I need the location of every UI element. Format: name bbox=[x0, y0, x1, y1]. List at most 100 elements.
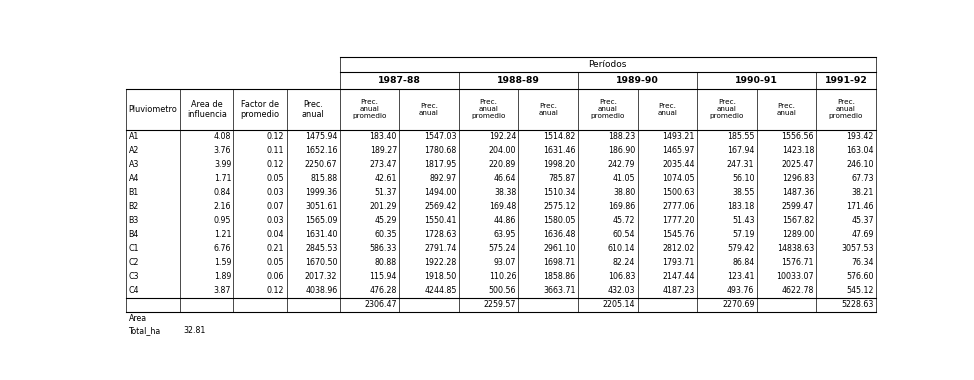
Text: 0.03: 0.03 bbox=[267, 216, 284, 225]
Text: 201.29: 201.29 bbox=[369, 203, 397, 211]
Text: 38.38: 38.38 bbox=[494, 188, 516, 197]
Text: C3: C3 bbox=[129, 272, 139, 281]
Text: 1510.34: 1510.34 bbox=[543, 188, 576, 197]
Text: 575.24: 575.24 bbox=[489, 244, 516, 253]
Text: 1514.82: 1514.82 bbox=[543, 132, 576, 141]
Text: 1999.36: 1999.36 bbox=[305, 188, 337, 197]
Text: Prec.
anual
promedio: Prec. anual promedio bbox=[590, 100, 625, 119]
Text: Area: Area bbox=[129, 314, 147, 323]
Text: 1652.16: 1652.16 bbox=[305, 146, 337, 155]
Text: 110.26: 110.26 bbox=[489, 272, 516, 281]
Text: Períodos: Períodos bbox=[588, 60, 627, 69]
Text: 0.12: 0.12 bbox=[267, 160, 284, 169]
Text: B2: B2 bbox=[129, 203, 138, 211]
Text: Total_ha: Total_ha bbox=[129, 326, 161, 335]
Text: 167.94: 167.94 bbox=[727, 146, 755, 155]
Text: Prec.
anual
promedio: Prec. anual promedio bbox=[353, 100, 387, 119]
Text: 0.03: 0.03 bbox=[267, 188, 284, 197]
Text: 3057.53: 3057.53 bbox=[842, 244, 874, 253]
Text: 1987-88: 1987-88 bbox=[378, 76, 421, 85]
Text: 493.76: 493.76 bbox=[727, 286, 755, 295]
Text: 10033.07: 10033.07 bbox=[776, 272, 814, 281]
Text: C2: C2 bbox=[129, 258, 139, 267]
Text: 1793.71: 1793.71 bbox=[662, 258, 694, 267]
Text: 45.29: 45.29 bbox=[375, 216, 397, 225]
Text: 188.23: 188.23 bbox=[608, 132, 635, 141]
Text: 76.34: 76.34 bbox=[851, 258, 874, 267]
Text: 785.87: 785.87 bbox=[548, 174, 576, 184]
Text: 1547.03: 1547.03 bbox=[424, 132, 457, 141]
Text: 1998.20: 1998.20 bbox=[543, 160, 576, 169]
Text: 247.31: 247.31 bbox=[727, 160, 755, 169]
Text: 0.95: 0.95 bbox=[213, 216, 231, 225]
Text: 1565.09: 1565.09 bbox=[305, 216, 337, 225]
Text: 610.14: 610.14 bbox=[608, 244, 635, 253]
Text: 2961.10: 2961.10 bbox=[543, 244, 576, 253]
Text: 171.46: 171.46 bbox=[846, 203, 874, 211]
Text: 60.35: 60.35 bbox=[374, 230, 397, 239]
Text: 5228.63: 5228.63 bbox=[842, 300, 874, 309]
Text: 57.19: 57.19 bbox=[732, 230, 755, 239]
Text: 1475.94: 1475.94 bbox=[305, 132, 337, 141]
Text: 56.10: 56.10 bbox=[731, 174, 755, 184]
Text: 1493.21: 1493.21 bbox=[662, 132, 694, 141]
Text: 3.76: 3.76 bbox=[213, 146, 231, 155]
Text: 1918.50: 1918.50 bbox=[425, 272, 457, 281]
Text: 38.55: 38.55 bbox=[732, 188, 755, 197]
Text: 815.88: 815.88 bbox=[311, 174, 337, 184]
Text: Prec.
anual: Prec. anual bbox=[539, 103, 558, 116]
Text: 1423.18: 1423.18 bbox=[781, 146, 814, 155]
Text: 42.61: 42.61 bbox=[374, 174, 397, 184]
Text: Prec.
anual
promedio: Prec. anual promedio bbox=[829, 100, 863, 119]
Text: 1487.36: 1487.36 bbox=[781, 188, 814, 197]
Text: 183.40: 183.40 bbox=[369, 132, 397, 141]
Text: 2.16: 2.16 bbox=[213, 203, 231, 211]
Text: 46.64: 46.64 bbox=[494, 174, 516, 184]
Text: 4187.23: 4187.23 bbox=[662, 286, 694, 295]
Text: 189.27: 189.27 bbox=[370, 146, 397, 155]
Text: 576.60: 576.60 bbox=[846, 272, 874, 281]
Text: B4: B4 bbox=[129, 230, 138, 239]
Text: 38.21: 38.21 bbox=[851, 188, 874, 197]
Text: 1580.05: 1580.05 bbox=[543, 216, 576, 225]
Text: 86.84: 86.84 bbox=[732, 258, 755, 267]
Text: 2250.67: 2250.67 bbox=[305, 160, 337, 169]
Text: 2777.06: 2777.06 bbox=[662, 203, 694, 211]
Text: 51.43: 51.43 bbox=[731, 216, 755, 225]
Text: 1550.41: 1550.41 bbox=[424, 216, 457, 225]
Text: Prec.
anual: Prec. anual bbox=[302, 100, 324, 119]
Text: 169.86: 169.86 bbox=[608, 203, 635, 211]
Text: 186.90: 186.90 bbox=[608, 146, 635, 155]
Text: 41.05: 41.05 bbox=[613, 174, 635, 184]
Text: 1.89: 1.89 bbox=[214, 272, 231, 281]
Text: Area de
influencia: Area de influencia bbox=[187, 100, 227, 119]
Text: 0.84: 0.84 bbox=[213, 188, 231, 197]
Text: 3051.61: 3051.61 bbox=[305, 203, 337, 211]
Text: 0.12: 0.12 bbox=[267, 286, 284, 295]
Text: 93.07: 93.07 bbox=[494, 258, 516, 267]
Text: 1631.46: 1631.46 bbox=[543, 146, 576, 155]
Text: 432.03: 432.03 bbox=[608, 286, 635, 295]
Text: 1698.71: 1698.71 bbox=[543, 258, 576, 267]
Text: 193.42: 193.42 bbox=[846, 132, 874, 141]
Text: 1494.00: 1494.00 bbox=[425, 188, 457, 197]
Text: 2025.47: 2025.47 bbox=[781, 160, 814, 169]
Text: 204.00: 204.00 bbox=[489, 146, 516, 155]
Text: 1289.00: 1289.00 bbox=[782, 230, 814, 239]
Text: 2147.44: 2147.44 bbox=[662, 272, 694, 281]
Text: A3: A3 bbox=[129, 160, 139, 169]
Text: 80.88: 80.88 bbox=[375, 258, 397, 267]
Text: 1296.83: 1296.83 bbox=[782, 174, 814, 184]
Text: 1.59: 1.59 bbox=[213, 258, 231, 267]
Text: 0.07: 0.07 bbox=[267, 203, 284, 211]
Text: 67.73: 67.73 bbox=[851, 174, 874, 184]
Text: 1465.97: 1465.97 bbox=[662, 146, 694, 155]
Text: 3.99: 3.99 bbox=[214, 160, 231, 169]
Text: 1636.48: 1636.48 bbox=[543, 230, 576, 239]
Text: B1: B1 bbox=[129, 188, 138, 197]
Text: 1858.86: 1858.86 bbox=[543, 272, 576, 281]
Text: 1.21: 1.21 bbox=[213, 230, 231, 239]
Text: 586.33: 586.33 bbox=[369, 244, 397, 253]
Text: 14838.63: 14838.63 bbox=[776, 244, 814, 253]
Text: 0.12: 0.12 bbox=[267, 132, 284, 141]
